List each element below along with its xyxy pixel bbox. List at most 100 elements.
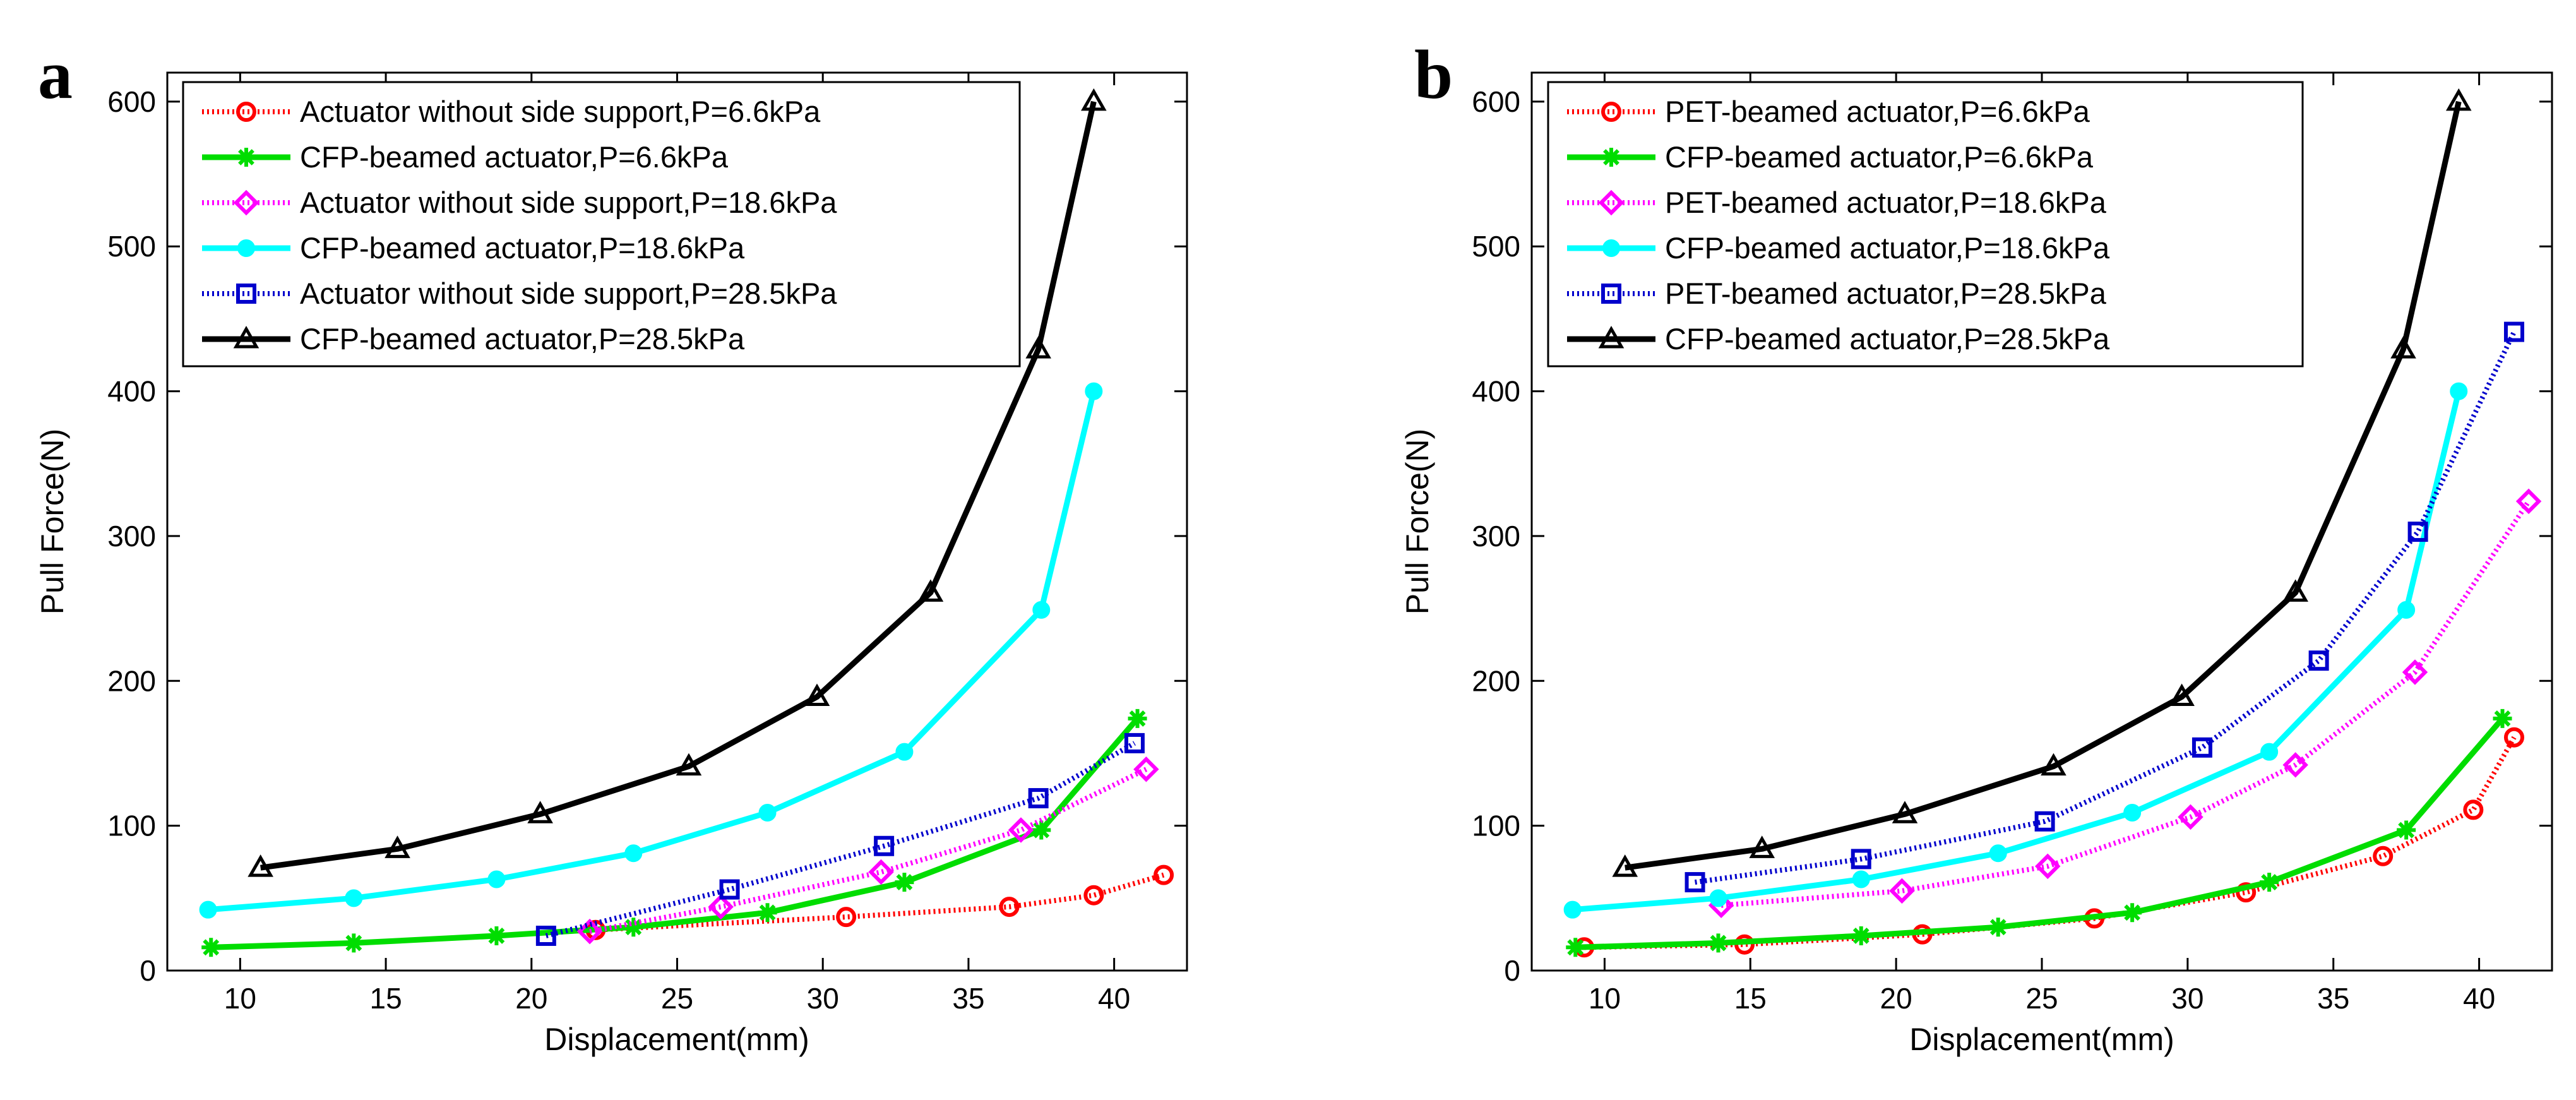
- x-tick-label: 20: [1880, 982, 1912, 1015]
- x-tick-label: 25: [2025, 982, 2058, 1015]
- data-point: [2236, 882, 2257, 903]
- series-6: [1612, 88, 2472, 877]
- y-tick-label: 500: [1472, 230, 1520, 263]
- data-point: [2397, 820, 2416, 840]
- legend: PET-beamed actuator,P=6.6kPa CFP-beamed a…: [1547, 81, 2304, 368]
- series-5: [1685, 321, 2524, 893]
- y-tick-label: 0: [1504, 954, 1520, 987]
- x-tick-label: 25: [661, 982, 693, 1015]
- data-point: [1851, 849, 1871, 870]
- data-point: [2390, 336, 2416, 359]
- y-tick-label: 300: [107, 520, 156, 553]
- data-point: [1612, 854, 1638, 877]
- data-point: [199, 900, 217, 919]
- legend-marker: [1598, 189, 1625, 216]
- data-point: [917, 579, 944, 602]
- series-line: [1695, 330, 2517, 885]
- data-point: [758, 804, 777, 822]
- data-point: [1008, 817, 1034, 843]
- legend-item-5: PET-beamed actuator,P=28.5kPa: [1567, 277, 2107, 310]
- data-point: [2493, 708, 2512, 728]
- legend-marker: [1601, 102, 1621, 122]
- data-point: [1685, 872, 1705, 893]
- x-tick-label: 10: [1589, 982, 1621, 1015]
- legend-label: Actuator without side support,P=28.5kPa: [300, 277, 837, 310]
- x-tick-label: 35: [2317, 982, 2349, 1015]
- x-tick-label: 30: [807, 982, 839, 1015]
- data-point: [2191, 737, 2212, 758]
- data-point: [676, 753, 702, 776]
- x-tick-label: 20: [515, 982, 547, 1015]
- data-point: [2282, 752, 2308, 778]
- data-point: [1566, 938, 1585, 957]
- data-point: [247, 854, 273, 877]
- data-point: [1563, 900, 1582, 919]
- legend-marker: [233, 325, 259, 349]
- legend-item-2: CFP-beamed actuator,P=6.6kPa: [1567, 140, 2094, 174]
- legend-marker: [1602, 148, 1621, 167]
- data-point: [999, 897, 1020, 918]
- data-point: [874, 835, 895, 856]
- data-point: [1988, 918, 2008, 937]
- series-2: [1566, 708, 2512, 957]
- data-point: [1708, 933, 1728, 953]
- y-tick-label: 0: [140, 954, 156, 987]
- y-tick-label: 200: [107, 664, 156, 697]
- legend-label: CFP-beamed actuator,P=6.6kPa: [1665, 140, 2094, 174]
- data-point: [2503, 321, 2524, 342]
- series-5: [535, 732, 1145, 946]
- y-tick-label: 200: [1472, 664, 1520, 697]
- legend-label: CFP-beamed actuator,P=6.6kPa: [300, 140, 729, 174]
- series-3: [1708, 488, 2542, 919]
- data-point: [345, 889, 363, 907]
- legend-item-4: CFP-beamed actuator,P=18.6kPa: [1567, 231, 2110, 265]
- y-tick-label: 400: [1472, 375, 1520, 408]
- data-point: [2445, 88, 2472, 111]
- legend-item-3: PET-beamed actuator,P=18.6kPa: [1567, 186, 2107, 219]
- data-point: [2034, 853, 2061, 880]
- data-point: [2373, 846, 2394, 866]
- data-point: [487, 926, 506, 945]
- data-point: [2282, 579, 2308, 602]
- data-point: [2407, 522, 2428, 542]
- legend: Actuator without side support,P=6.6kPa CF…: [182, 81, 1021, 368]
- data-point: [1154, 864, 1174, 885]
- x-tick-label: 10: [224, 982, 256, 1015]
- data-point: [2503, 727, 2524, 748]
- y-tick-label: 100: [107, 810, 156, 842]
- legend-marker: [233, 189, 259, 216]
- data-point: [2260, 873, 2279, 892]
- legend-box: [1547, 81, 2304, 368]
- y-tick-label: 600: [107, 85, 156, 118]
- series-line: [545, 741, 1136, 938]
- x-axis-label: Displacement(mm): [544, 1022, 809, 1057]
- data-point: [1133, 756, 1159, 782]
- data-point: [1989, 844, 2007, 863]
- y-axis-label: Pull Force(N): [1400, 429, 1435, 614]
- series-line: [1625, 100, 2462, 871]
- legend-item-1: Actuator without side support,P=6.6kPa: [202, 95, 821, 128]
- legend-item-5: Actuator without side support,P=28.5kPa: [202, 277, 837, 310]
- data-point: [1709, 889, 1727, 907]
- legend-label: CFP-beamed actuator,P=18.6kPa: [1665, 231, 2110, 265]
- series-line: [260, 100, 1097, 871]
- series-6: [247, 88, 1107, 877]
- y-tick-label: 500: [107, 230, 156, 263]
- legend-label: Actuator without side support,P=18.6kPa: [300, 186, 837, 219]
- legend-label: Actuator without side support,P=6.6kPa: [300, 95, 821, 128]
- x-tick-label: 35: [952, 982, 984, 1015]
- x-tick-label: 30: [2171, 982, 2203, 1015]
- data-point: [487, 870, 506, 888]
- data-point: [2169, 683, 2195, 707]
- series-line: [1720, 499, 2531, 908]
- data-point: [1892, 801, 1918, 823]
- data-point: [868, 859, 894, 885]
- series-4: [199, 382, 1103, 919]
- legend-marker: [236, 102, 256, 122]
- legend-item-6: CFP-beamed actuator,P=28.5kPa: [202, 322, 745, 356]
- series-line: [1575, 716, 2505, 950]
